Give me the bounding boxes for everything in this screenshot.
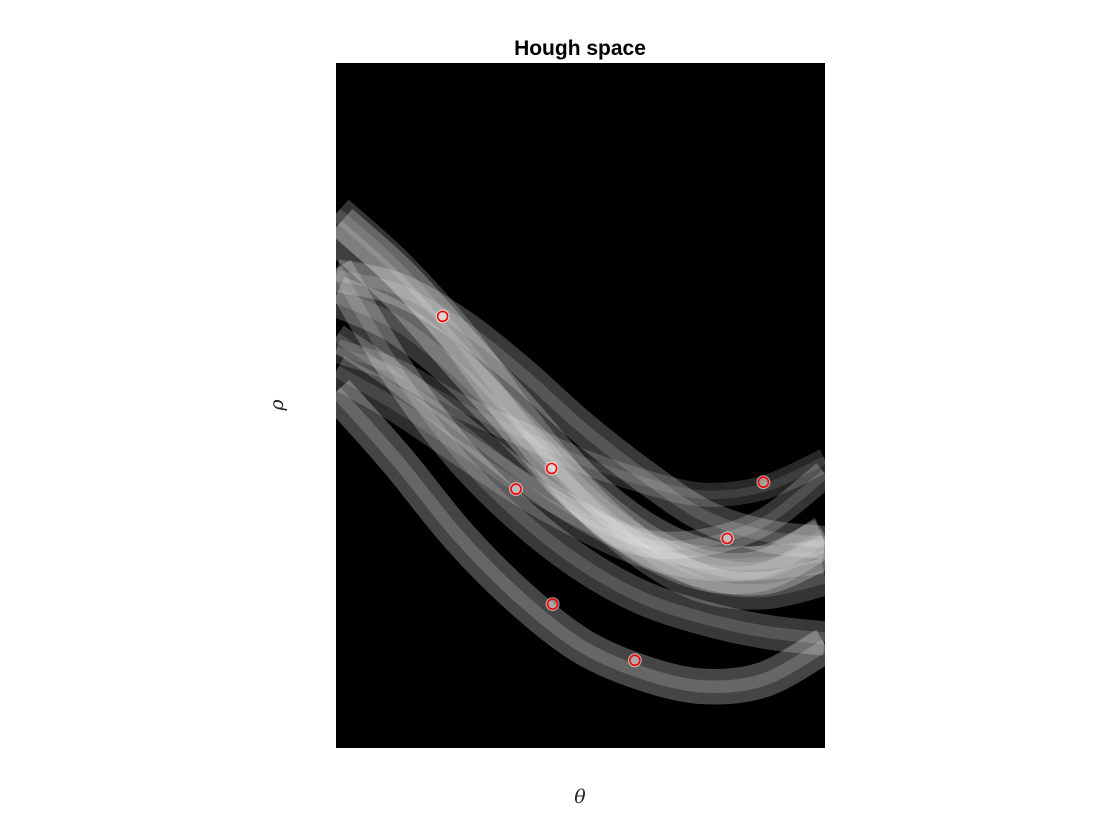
peak-marker bbox=[510, 483, 522, 495]
hough-curve-core bbox=[336, 269, 825, 549]
peak-marker bbox=[757, 476, 770, 489]
plot-background bbox=[336, 63, 825, 748]
hough-curve-band bbox=[336, 356, 825, 582]
y-axis-label: ρ bbox=[266, 399, 288, 412]
hough-curve-core bbox=[336, 265, 825, 645]
hough-curve-band bbox=[336, 339, 825, 507]
hough-curve-band bbox=[336, 259, 825, 559]
hough-curve-band bbox=[336, 259, 825, 656]
accumulator-curves bbox=[336, 199, 825, 705]
hough-curve-band bbox=[336, 208, 825, 596]
hough-curve-core bbox=[336, 365, 825, 571]
hough-curve-band bbox=[336, 325, 825, 560]
peak-marker bbox=[546, 598, 559, 610]
chart-title: Hough space bbox=[514, 37, 646, 60]
peak-marker bbox=[628, 654, 641, 667]
hough-curve-core bbox=[336, 220, 825, 580]
peak-markers bbox=[435, 309, 771, 668]
hough-curve-band bbox=[336, 379, 825, 705]
hough-curve-band bbox=[336, 276, 825, 595]
peak-marker bbox=[436, 310, 449, 323]
plot-area bbox=[336, 63, 825, 748]
hough-curve-core bbox=[336, 346, 825, 500]
hough-curve-band bbox=[336, 199, 825, 610]
hough-curve-core bbox=[336, 289, 825, 581]
hough-curve-core bbox=[336, 333, 825, 551]
hough-curve-core bbox=[336, 387, 825, 694]
x-axis-label: θ bbox=[574, 786, 586, 808]
peak-marker bbox=[721, 532, 734, 545]
hough-curve-core bbox=[336, 208, 825, 598]
peak-marker bbox=[545, 462, 558, 475]
